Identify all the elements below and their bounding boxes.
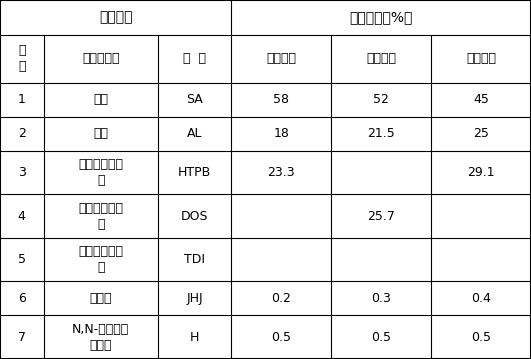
Text: 实施例１: 实施例１: [266, 52, 296, 65]
Text: 23.3: 23.3: [268, 166, 295, 179]
Text: 癸二酸二异辛
酯: 癸二酸二异辛 酯: [78, 201, 123, 230]
Text: 原材料名称: 原材料名称: [82, 52, 119, 65]
Text: 质量配比（%）: 质量配比（%）: [349, 10, 413, 24]
Text: TDI: TDI: [184, 253, 205, 266]
Text: N,N-二苯基对
苯二胺: N,N-二苯基对 苯二胺: [72, 323, 130, 352]
Text: 细沙: 细沙: [93, 93, 108, 106]
Text: 3: 3: [18, 166, 25, 179]
Text: 0.5: 0.5: [271, 331, 291, 344]
Text: 0.2: 0.2: [271, 292, 291, 305]
Text: 2: 2: [18, 127, 25, 140]
Text: 29.1: 29.1: [467, 166, 495, 179]
Text: 25.7: 25.7: [367, 210, 395, 223]
Text: 1: 1: [18, 93, 25, 106]
Text: 序
号: 序 号: [18, 44, 25, 73]
Text: H: H: [190, 331, 199, 344]
Text: 52: 52: [373, 93, 389, 106]
Text: 58: 58: [273, 93, 289, 106]
Text: 0.5: 0.5: [371, 331, 391, 344]
Text: 18: 18: [273, 127, 289, 140]
Text: 0.4: 0.4: [471, 292, 491, 305]
Text: 45: 45: [473, 93, 489, 106]
Text: 端羟基聚丁二
烯: 端羟基聚丁二 烯: [78, 158, 123, 187]
Text: HTPB: HTPB: [178, 166, 211, 179]
Text: 21.5: 21.5: [367, 127, 395, 140]
Text: 铝粉: 铝粉: [93, 127, 108, 140]
Text: 5: 5: [18, 253, 26, 266]
Text: 配方组分: 配方组分: [99, 10, 132, 24]
Text: JHJ: JHJ: [186, 292, 203, 305]
Text: 键合剂: 键合剂: [90, 292, 112, 305]
Text: 代  号: 代 号: [183, 52, 206, 65]
Text: DOS: DOS: [181, 210, 208, 223]
Text: 0.5: 0.5: [471, 331, 491, 344]
Text: 实施例２: 实施例２: [366, 52, 396, 65]
Text: 甲苯二异氰酸
酯: 甲苯二异氰酸 酯: [78, 245, 123, 274]
Text: 25: 25: [473, 127, 489, 140]
Text: SA: SA: [186, 93, 203, 106]
Text: 6: 6: [18, 292, 25, 305]
Text: 实施例３: 实施例３: [466, 52, 496, 65]
Text: 0.3: 0.3: [371, 292, 391, 305]
Text: 7: 7: [18, 331, 26, 344]
Text: 4: 4: [18, 210, 25, 223]
Text: AL: AL: [187, 127, 202, 140]
